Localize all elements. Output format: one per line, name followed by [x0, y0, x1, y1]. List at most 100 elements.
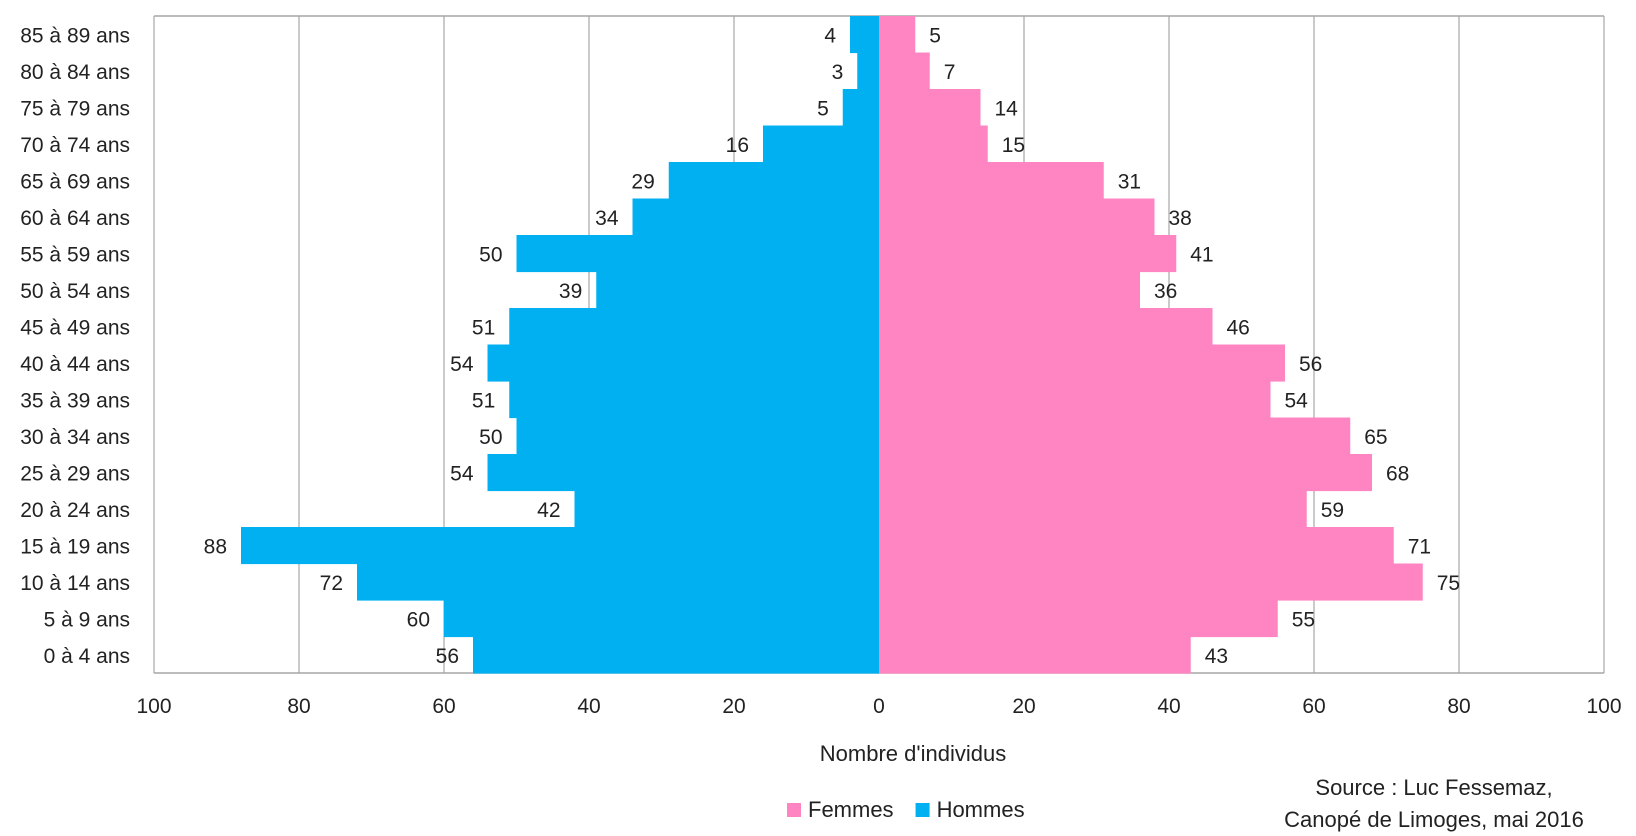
category-label: 20 à 24 ans [20, 499, 130, 522]
bar-femmes [879, 527, 1394, 565]
bar-femmes [879, 381, 1271, 419]
bar-hommes [516, 417, 879, 455]
x-tick-label: 80 [287, 695, 310, 718]
bar-femmes [879, 308, 1213, 346]
category-label: 40 à 44 ans [20, 353, 130, 376]
bar-hommes [857, 52, 879, 90]
bar-hommes [241, 527, 879, 565]
category-label: 75 à 79 ans [20, 97, 130, 120]
bar-hommes [842, 89, 879, 127]
bar-femmes [879, 344, 1285, 382]
bar-hommes [668, 162, 879, 200]
data-label-hommes: 50 [479, 426, 502, 449]
data-label-femmes: 38 [1169, 207, 1192, 230]
category-label: 15 à 19 ans [20, 535, 130, 558]
bar-hommes [763, 125, 879, 163]
source-note: Source : Luc Fessemaz, Canopé de Limoges… [1254, 772, 1614, 836]
data-label-femmes: 75 [1437, 572, 1460, 595]
bar-femmes [879, 89, 981, 127]
data-label-femmes: 65 [1364, 426, 1387, 449]
data-label-hommes: 54 [450, 353, 474, 376]
x-tick-label: 100 [136, 695, 171, 718]
bar-hommes [509, 308, 879, 346]
bar-femmes [879, 125, 988, 163]
source-line-2: Canopé de Limoges, mai 2016 [1284, 807, 1584, 832]
data-label-femmes: 56 [1299, 353, 1322, 376]
category-label: 0 à 4 ans [44, 645, 130, 668]
legend-swatch-femmes [787, 803, 801, 817]
data-label-femmes: 41 [1190, 243, 1213, 266]
bar-femmes [879, 417, 1351, 455]
data-label-femmes: 55 [1292, 608, 1315, 631]
bar-hommes [509, 381, 879, 419]
x-tick-label: 80 [1447, 695, 1470, 718]
bar-femmes [879, 454, 1372, 492]
x-tick-label: 0 [873, 695, 885, 718]
x-tick-label: 100 [1586, 695, 1621, 718]
data-label-hommes: 42 [537, 499, 560, 522]
data-label-hommes: 29 [631, 170, 654, 193]
bar-femmes [879, 198, 1155, 236]
source-line-1: Source : Luc Fessemaz, [1315, 775, 1553, 800]
category-label: 85 à 89 ans [20, 24, 130, 47]
bar-femmes [879, 563, 1423, 601]
data-label-femmes: 68 [1386, 462, 1409, 485]
data-label-femmes: 43 [1205, 645, 1228, 668]
bar-hommes [596, 271, 879, 309]
data-label-femmes: 46 [1227, 316, 1250, 339]
data-label-hommes: 4 [824, 24, 836, 47]
data-label-hommes: 50 [479, 243, 502, 266]
legend-label-hommes: Hommes [937, 797, 1025, 822]
category-label: 10 à 14 ans [20, 572, 130, 595]
category-label: 45 à 49 ans [20, 316, 130, 339]
bar-femmes [879, 636, 1191, 674]
legend-swatch-hommes [915, 803, 930, 817]
legend: Femmes Hommes [787, 797, 1025, 822]
data-label-hommes: 54 [450, 462, 474, 485]
category-label: 30 à 34 ans [20, 426, 130, 449]
category-label: 25 à 29 ans [20, 462, 130, 485]
data-label-femmes: 71 [1408, 535, 1431, 558]
data-label-femmes: 7 [944, 61, 956, 84]
data-label-hommes: 5 [817, 97, 829, 120]
bar-hommes [574, 490, 879, 528]
category-label: 5 à 9 ans [44, 608, 130, 631]
bar-femmes [879, 52, 930, 90]
data-label-femmes: 5 [929, 24, 941, 47]
category-label: 65 à 69 ans [20, 170, 130, 193]
bar-hommes [444, 600, 879, 638]
bar-hommes [516, 235, 879, 273]
data-label-hommes: 56 [436, 645, 459, 668]
bar-hommes [850, 16, 879, 54]
x-tick-label: 60 [1302, 695, 1325, 718]
bar-femmes [879, 490, 1307, 528]
category-label: 80 à 84 ans [20, 61, 130, 84]
data-label-femmes: 54 [1285, 389, 1309, 412]
data-label-hommes: 39 [559, 280, 582, 303]
bar-hommes [487, 454, 879, 492]
x-tick-label: 20 [1012, 695, 1035, 718]
data-label-femmes: 36 [1154, 280, 1177, 303]
legend-label-femmes: Femmes [808, 797, 894, 822]
data-label-hommes: 60 [407, 608, 430, 631]
category-label: 50 à 54 ans [20, 280, 130, 303]
bar-femmes [879, 16, 916, 54]
x-tick-label: 20 [722, 695, 745, 718]
data-label-femmes: 59 [1321, 499, 1344, 522]
data-label-hommes: 88 [204, 535, 227, 558]
bar-hommes [473, 636, 879, 674]
x-axis-tick-labels: 100 80 60 40 20 0 20 40 60 80 100 [136, 695, 1621, 718]
bars [241, 16, 1423, 674]
x-tick-label: 40 [1157, 695, 1180, 718]
data-label-hommes: 34 [595, 207, 619, 230]
data-label-hommes: 3 [832, 61, 844, 84]
category-label: 70 à 74 ans [20, 134, 130, 157]
data-label-hommes: 72 [320, 572, 343, 595]
data-label-hommes: 51 [472, 316, 495, 339]
data-label-hommes: 16 [726, 134, 749, 157]
category-label: 35 à 39 ans [20, 389, 130, 412]
bar-femmes [879, 162, 1104, 200]
category-label: 55 à 59 ans [20, 243, 130, 266]
